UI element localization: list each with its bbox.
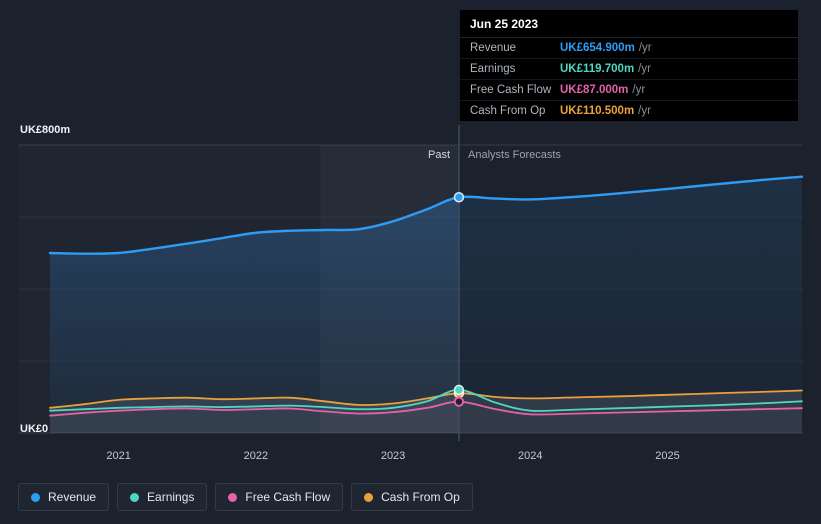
legend-item-earnings[interactable]: Earnings	[117, 483, 208, 511]
x-tick-2025: 2025	[655, 450, 680, 462]
legend-item-revenue[interactable]: Revenue	[18, 483, 110, 511]
tooltip-label: Free Cash Flow	[470, 84, 552, 96]
tooltip-row-cash-from-op: Cash From Op UK£110.500m /yr	[460, 101, 798, 121]
x-tick-2023: 2023	[380, 450, 406, 462]
tooltip-value: UK£87.000m	[560, 84, 629, 96]
tooltip-suffix: /yr	[638, 63, 651, 75]
x-tick-2022: 2022	[243, 450, 269, 462]
tooltip-suffix: /yr	[638, 42, 652, 54]
legend-label: Earnings	[147, 490, 195, 504]
legend-label: Free Cash Flow	[245, 490, 331, 504]
tooltip-row-free-cash-flow: Free Cash Flow UK£87.000m /yr	[460, 80, 798, 101]
legend-label: Cash From Op	[381, 490, 460, 504]
legend-label: Revenue	[48, 490, 97, 504]
free-cash-flow-dot-icon	[228, 492, 238, 502]
tooltip-suffix: /yr	[638, 105, 651, 117]
tooltip-row-revenue: Revenue UK£654.900m /yr	[460, 38, 798, 59]
legend-item-cash-from-op[interactable]: Cash From Op	[351, 483, 473, 511]
tooltip-label: Revenue	[470, 42, 517, 54]
section-label-forecast: Analysts Forecasts	[468, 149, 561, 161]
x-tick-2021: 2021	[106, 450, 131, 462]
legend-item-free-cash-flow[interactable]: Free Cash Flow	[215, 483, 344, 511]
tooltip-value: UK£110.500m	[560, 105, 635, 117]
tooltip-value: UK£119.700m	[560, 63, 635, 75]
tooltip-label: Cash From Op	[470, 105, 546, 117]
cash-from-op-dot-icon	[364, 492, 374, 502]
tooltip-suffix: /yr	[632, 84, 646, 96]
tooltip-value: UK£654.900m	[560, 42, 635, 54]
section-label-past: Past	[427, 149, 450, 161]
chart-tooltip: Jun 25 2023 Revenue UK£654.900m /yr Earn…	[460, 10, 798, 121]
y-axis-label-zero: UK£0	[20, 423, 49, 435]
revenue-dot-icon	[31, 492, 40, 502]
chart-legend: Revenue Earnings Free Cash Flow Cash Fro…	[18, 483, 473, 511]
x-tick-2024: 2024	[518, 450, 543, 462]
y-axis-label-max: UK£800m	[20, 124, 71, 136]
earnings-dot-icon	[130, 492, 140, 502]
tooltip-label: Earnings	[470, 63, 516, 75]
tooltip-row-earnings: Earnings UK£119.700m /yr	[460, 59, 798, 80]
tooltip-date: Jun 25 2023	[460, 10, 798, 38]
